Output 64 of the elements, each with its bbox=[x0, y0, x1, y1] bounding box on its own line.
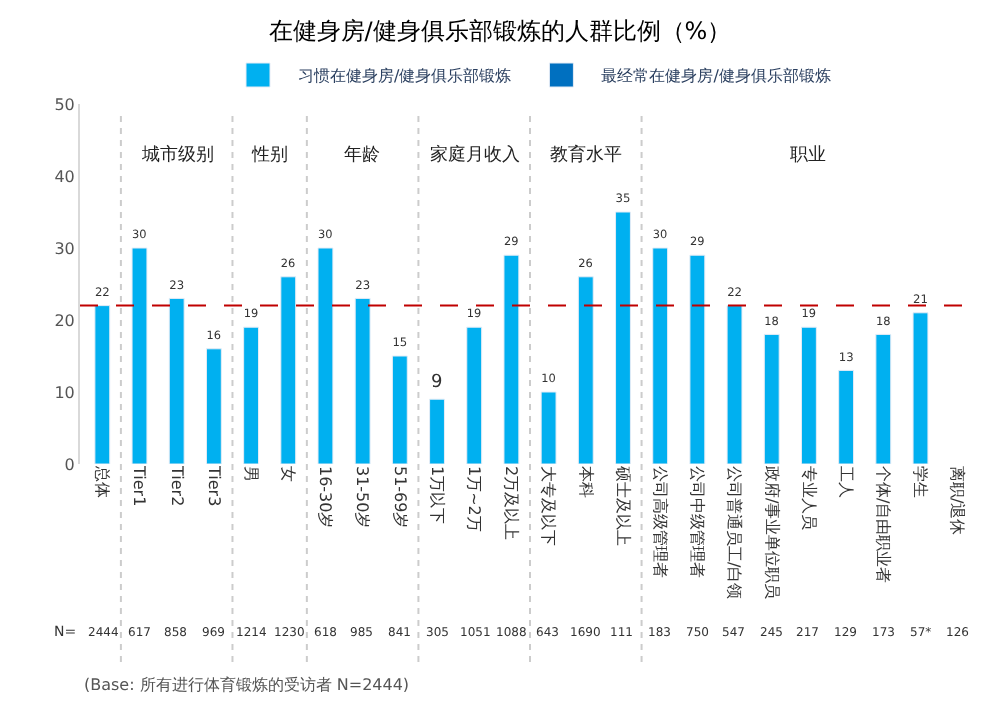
y-tick-label: 20 bbox=[54, 311, 75, 330]
annotation: 职业 bbox=[790, 144, 826, 166]
y-tick-label: 50 bbox=[54, 95, 75, 114]
y-tick-label: 0 bbox=[64, 455, 75, 474]
bar bbox=[912, 312, 929, 464]
annotation: 城市级别 bbox=[140, 144, 214, 166]
y-tick-label: 10 bbox=[54, 383, 75, 402]
annotation: 家庭月收入 bbox=[430, 144, 520, 166]
legend-label: 习惯在健身房/健身俱乐部锻炼 bbox=[298, 67, 512, 86]
x-tick-label: 本科 bbox=[576, 466, 595, 498]
x-tick-label: 总体 bbox=[93, 464, 112, 498]
x-tick-label: 男 bbox=[241, 466, 260, 482]
bar bbox=[689, 254, 706, 464]
bar bbox=[354, 297, 371, 464]
bar bbox=[168, 297, 185, 464]
bar bbox=[503, 254, 520, 464]
annotation: 年龄 bbox=[344, 144, 380, 166]
x-tick-label: 公司高级管理者 bbox=[650, 466, 669, 578]
x-tick-label: 个体/自由职业者 bbox=[874, 466, 893, 584]
x-tick-label: 硕士及以上 bbox=[613, 464, 632, 546]
x-tick-label: 公司中级管理者 bbox=[688, 466, 707, 578]
bar bbox=[391, 355, 408, 464]
x-tick-label: Tier1 bbox=[130, 464, 149, 507]
x-tick-label: Tier3 bbox=[204, 464, 223, 507]
x-tick-label: 51-69岁 bbox=[390, 466, 409, 529]
bar bbox=[131, 247, 148, 464]
bar bbox=[615, 211, 631, 464]
x-tick-label: 大专及以下 bbox=[539, 466, 558, 546]
x-tick-label: 政府/事业单位职员 bbox=[762, 466, 781, 600]
x-tick-label: 31-50岁 bbox=[353, 466, 372, 529]
bar bbox=[466, 326, 483, 464]
bar bbox=[577, 276, 594, 464]
legend-label: 最经常在健身房/健身俱乐部锻炼 bbox=[601, 67, 831, 86]
bar bbox=[540, 391, 557, 464]
x-tick-label: 学生 bbox=[911, 466, 930, 498]
x-tick-label: 女 bbox=[279, 466, 298, 482]
bar bbox=[317, 247, 334, 464]
annotation: 教育水平 bbox=[550, 144, 622, 166]
annotation: 性别 bbox=[250, 144, 288, 166]
x-tick-label: 1万以下 bbox=[427, 466, 446, 525]
bar bbox=[280, 276, 297, 464]
bar bbox=[94, 305, 111, 464]
bar bbox=[205, 348, 222, 464]
bar bbox=[875, 333, 892, 464]
y-tick-label: 30 bbox=[54, 239, 75, 258]
bar bbox=[243, 326, 260, 464]
x-tick-label: 1万~2万 bbox=[465, 466, 484, 532]
x-tick-label: Tier2 bbox=[167, 464, 186, 507]
x-tick-label: 离职/退休 bbox=[948, 466, 967, 536]
x-tick-label: 工人 bbox=[836, 466, 855, 498]
data-label: 9 bbox=[431, 373, 444, 394]
chart-title: 在健身房/健身俱乐部锻炼的人群比例（%） bbox=[268, 16, 732, 45]
bar bbox=[726, 305, 743, 464]
bar bbox=[800, 326, 817, 464]
bar bbox=[838, 369, 855, 464]
bar bbox=[763, 333, 780, 464]
x-tick-label: 16-30岁 bbox=[316, 466, 335, 529]
bar bbox=[652, 247, 669, 464]
x-tick-label: 公司普通员工/白领 bbox=[725, 466, 744, 600]
x-tick-label: 2万及以上 bbox=[502, 466, 521, 541]
y-tick-label: 40 bbox=[54, 167, 75, 186]
bar bbox=[429, 398, 445, 464]
x-tick-label: 专业人员 bbox=[799, 466, 818, 530]
text: (Base: 所有进行体育锻炼的受访者 N=2444) bbox=[84, 676, 410, 694]
